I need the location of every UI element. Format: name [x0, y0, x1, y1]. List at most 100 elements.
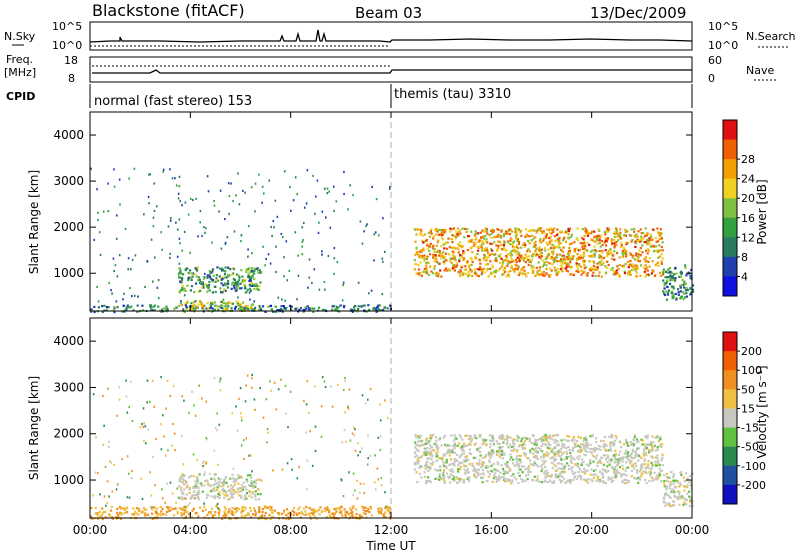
data-cell — [122, 304, 125, 307]
data-cell — [240, 511, 243, 514]
data-cell — [221, 277, 224, 281]
data-cell — [375, 310, 378, 313]
data-cell — [349, 184, 351, 187]
data-cell — [214, 482, 217, 485]
data-cell — [583, 247, 586, 250]
data-cell — [603, 454, 606, 457]
data-cell — [605, 471, 608, 474]
data-cell — [537, 261, 540, 264]
data-cell — [575, 477, 578, 481]
data-cell — [244, 486, 247, 489]
data-cell — [550, 475, 553, 478]
data-cell — [506, 434, 509, 437]
data-cell — [566, 270, 570, 273]
data-cell — [581, 242, 584, 245]
data-cell — [163, 307, 166, 310]
data-cell — [258, 285, 261, 288]
data-cell — [646, 248, 650, 251]
data-cell — [528, 437, 531, 440]
data-cell — [501, 445, 504, 449]
data-cell — [231, 506, 234, 509]
data-cell — [277, 296, 280, 299]
data-cell — [201, 509, 205, 512]
data-cell — [326, 187, 329, 190]
data-cell — [644, 452, 647, 455]
data-cell — [635, 452, 638, 455]
data-cell — [582, 247, 585, 250]
data-cell — [676, 496, 679, 499]
data-cell — [567, 265, 570, 268]
data-cell — [301, 245, 304, 248]
data-cell — [253, 288, 256, 291]
data-cell — [586, 274, 589, 277]
data-cell — [183, 497, 186, 500]
data-cell — [658, 238, 661, 241]
data-cell — [178, 291, 181, 294]
data-cell — [445, 472, 449, 475]
data-cell — [167, 506, 170, 509]
data-cell — [538, 240, 542, 243]
data-cell — [668, 282, 672, 285]
data-cell — [453, 439, 456, 442]
data-cell — [514, 230, 517, 233]
data-cell — [378, 304, 381, 307]
data-cell — [414, 451, 417, 454]
data-cell — [206, 479, 209, 482]
y-tick-label: 2000 — [53, 427, 84, 441]
data-cell — [567, 252, 570, 255]
data-cell — [306, 459, 309, 462]
data-cell — [636, 267, 640, 270]
data-cell — [585, 445, 588, 448]
data-cell — [483, 255, 487, 258]
data-cell — [552, 249, 555, 252]
data-cell — [382, 515, 385, 518]
data-cell — [160, 376, 162, 379]
data-cell — [540, 456, 543, 459]
data-cell — [511, 462, 515, 465]
data-cell — [184, 268, 187, 271]
data-cell — [382, 217, 384, 220]
data-cell — [664, 276, 667, 279]
data-cell — [501, 457, 504, 460]
data-cell — [462, 442, 466, 445]
data-cell — [246, 288, 249, 291]
data-cell — [440, 477, 443, 480]
data-cell — [598, 234, 601, 237]
data-cell — [216, 481, 219, 484]
data-cell — [578, 257, 581, 260]
velocity-scatter-cells — [90, 373, 694, 521]
data-cell — [427, 231, 430, 234]
data-cell — [491, 449, 494, 452]
data-cell — [600, 472, 604, 475]
data-cell — [567, 257, 570, 261]
data-cell — [482, 461, 485, 464]
data-cell — [573, 248, 576, 251]
data-cell — [541, 231, 544, 234]
data-cell — [626, 457, 629, 460]
data-cell — [424, 442, 427, 445]
data-cell — [467, 471, 470, 474]
data-cell — [444, 228, 447, 231]
data-cell — [97, 218, 99, 222]
data-cell — [579, 254, 582, 257]
data-cell — [188, 411, 190, 414]
data-cell — [558, 473, 561, 476]
data-cell — [613, 242, 616, 245]
data-cell — [107, 445, 110, 448]
data-cell — [528, 440, 532, 443]
data-cell — [621, 458, 624, 461]
data-cell — [351, 506, 354, 509]
data-cell — [181, 277, 184, 280]
data-cell — [658, 244, 661, 247]
data-cell — [197, 279, 200, 282]
data-cell — [520, 254, 523, 257]
data-cell — [686, 486, 689, 489]
data-cell — [630, 240, 633, 243]
data-cell — [554, 239, 557, 243]
data-cell — [491, 266, 494, 269]
data-cell — [102, 210, 105, 213]
data-cell — [102, 510, 105, 514]
data-cell — [614, 244, 617, 247]
data-cell — [543, 261, 546, 264]
data-cell — [486, 249, 489, 252]
